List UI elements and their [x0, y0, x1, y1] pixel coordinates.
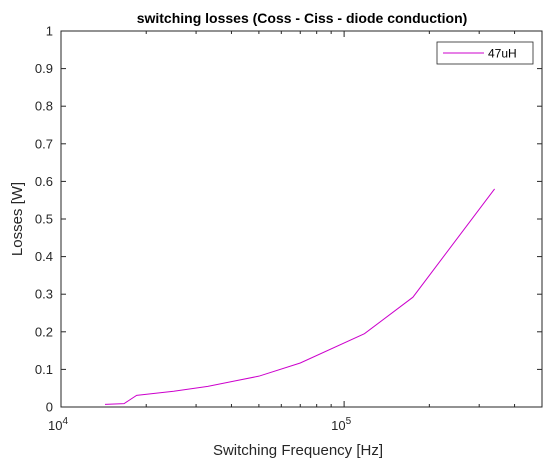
y-tick-label: 0.3 — [35, 287, 53, 302]
y-tick-label: 1 — [46, 24, 53, 39]
y-tick-label: 0.2 — [35, 324, 53, 339]
y-tick-label: 0.4 — [35, 249, 53, 264]
x-tick-label-exponent: 4 — [62, 416, 68, 427]
y-tick-label: 0.7 — [35, 136, 53, 151]
legend: 47uH — [436, 41, 534, 65]
y-tick-label: 0.8 — [35, 99, 53, 114]
chart-title: switching losses (Coss - Ciss - diode co… — [137, 10, 468, 26]
x-tick-label: 105 — [331, 416, 351, 433]
y-tick-label: 0.9 — [35, 61, 53, 76]
y-tick-label: 0.5 — [35, 212, 53, 227]
plot-area — [60, 30, 543, 408]
x-tick-label-base: 10 — [48, 418, 62, 433]
x-tick-label: 104 — [48, 416, 68, 433]
y-tick-label: 0 — [46, 400, 53, 415]
legend-label-47uh: 47uH — [488, 47, 517, 61]
y-tick-label: 0.6 — [35, 174, 53, 189]
series-line-47uh — [104, 188, 495, 405]
x-axis-label: Switching Frequency [Hz] — [213, 442, 383, 459]
x-tick-label-exponent: 5 — [346, 416, 352, 427]
y-axis-label: Losses [W] — [9, 182, 26, 256]
y-tick-label: 0.1 — [35, 362, 53, 377]
x-tick-label-base: 10 — [331, 418, 345, 433]
legend-box — [436, 41, 534, 65]
